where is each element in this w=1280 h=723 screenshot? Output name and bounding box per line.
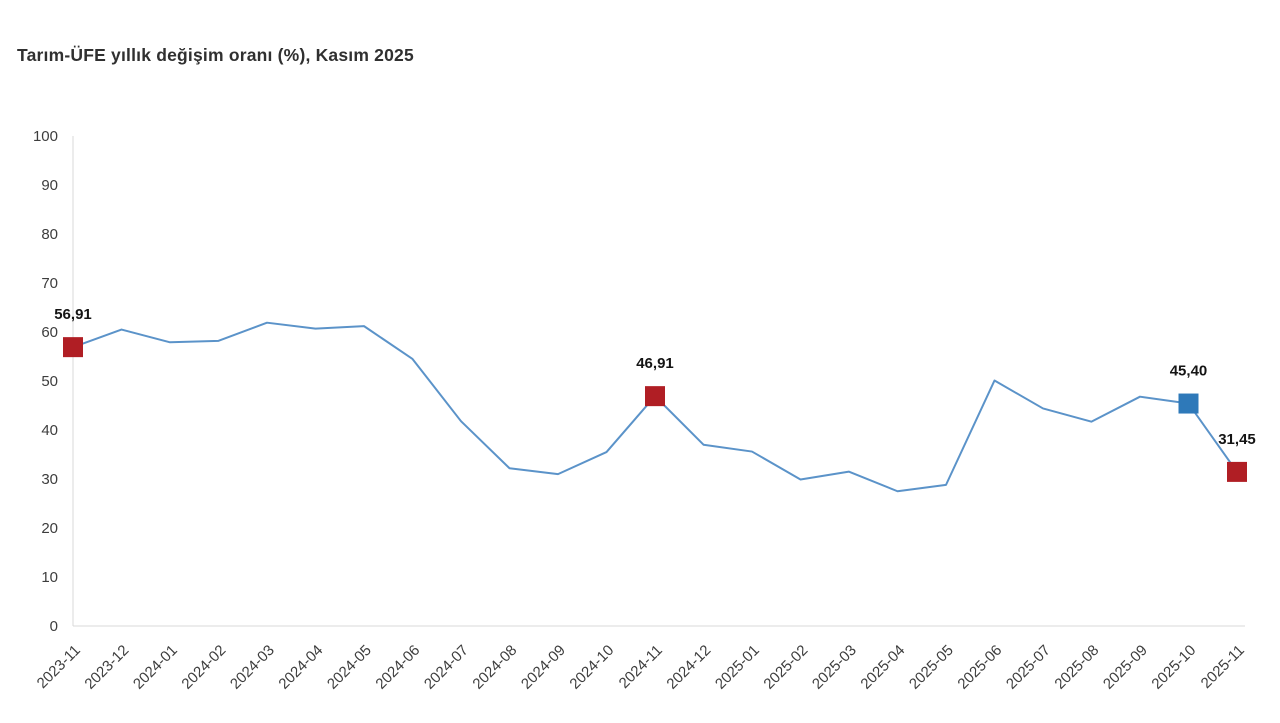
x-axis-tick-label: 2024-10 <box>566 642 617 693</box>
axis-lines <box>72 136 1245 627</box>
highlight-marker-2025-11[interactable] <box>1227 461 1247 482</box>
highlight-marker-2023-11[interactable] <box>63 337 83 358</box>
point-value-label: 46,91 <box>636 355 674 372</box>
point-value-label: 31,45 <box>1218 431 1256 448</box>
y-axis-tick-label: 60 <box>41 324 58 341</box>
x-axis-tick-label: 2025-01 <box>712 642 763 693</box>
point-value-label: 45,40 <box>1170 363 1208 380</box>
highlighted-points: 56,91 46,91 45,40 31,45 <box>54 306 1256 482</box>
x-axis-tick-label: 2024-01 <box>130 642 181 693</box>
x-axis-tick-label: 2023-11 <box>34 642 84 692</box>
y-axis-tick-label: 50 <box>41 373 58 390</box>
y-axis-tick-label: 30 <box>41 471 58 488</box>
x-axis: 2023-112023-122024-012024-022024-032024-… <box>34 642 1248 693</box>
x-axis-tick-label: 2024-02 <box>178 642 229 693</box>
y-axis-tick-label: 20 <box>41 520 58 537</box>
x-axis-tick-label: 2024-07 <box>421 642 472 693</box>
x-axis-tick-label: 2025-03 <box>809 642 860 693</box>
x-axis-tick-label: 2024-03 <box>227 642 278 693</box>
highlight-marker-2024-11[interactable] <box>645 386 665 407</box>
y-axis-tick-label: 100 <box>33 128 58 145</box>
x-axis-tick-label: 2024-06 <box>372 642 423 693</box>
y-axis-tick-label: 40 <box>41 422 58 439</box>
y-axis-tick-label: 80 <box>41 226 58 243</box>
highlight-marker-2025-10[interactable] <box>1178 393 1199 414</box>
x-axis-tick-label: 2024-09 <box>518 642 569 693</box>
y-axis-tick-label: 10 <box>41 569 58 586</box>
x-axis-tick-label: 2024-08 <box>469 642 520 693</box>
x-axis-tick-label: 2025-11 <box>1198 642 1248 692</box>
y-axis-tick-label: 90 <box>41 177 58 194</box>
y-axis-tick-label: 70 <box>41 275 58 292</box>
x-axis-tick-label: 2025-02 <box>760 642 811 693</box>
x-axis-tick-label: 2025-06 <box>954 642 1005 693</box>
point-value-label: 56,91 <box>54 306 92 323</box>
x-axis-tick-label: 2025-09 <box>1100 642 1151 693</box>
x-axis-tick-label: 2024-04 <box>275 642 326 693</box>
x-axis-tick-label: 2025-07 <box>1003 642 1054 693</box>
x-axis-tick-label: 2025-08 <box>1051 642 1102 693</box>
chart-title: Tarım-ÜFE yıllık değişim oranı (%), Kası… <box>17 45 414 65</box>
x-axis-tick-label: 2024-11 <box>616 642 666 692</box>
y-axis-tick-label: 0 <box>50 618 58 635</box>
x-axis-tick-label: 2024-12 <box>663 642 714 693</box>
x-axis-tick-label: 2025-10 <box>1148 642 1199 693</box>
x-axis-tick-label: 2025-04 <box>857 642 908 693</box>
x-axis-tick-label: 2024-05 <box>324 642 375 693</box>
y-axis: 0 10 20 30 40 50 60 70 80 90 100 <box>33 128 58 635</box>
series-line <box>72 321 1238 493</box>
x-axis-tick-label: 2023-12 <box>81 642 132 693</box>
x-axis-tick-label: 2025-05 <box>906 642 957 693</box>
